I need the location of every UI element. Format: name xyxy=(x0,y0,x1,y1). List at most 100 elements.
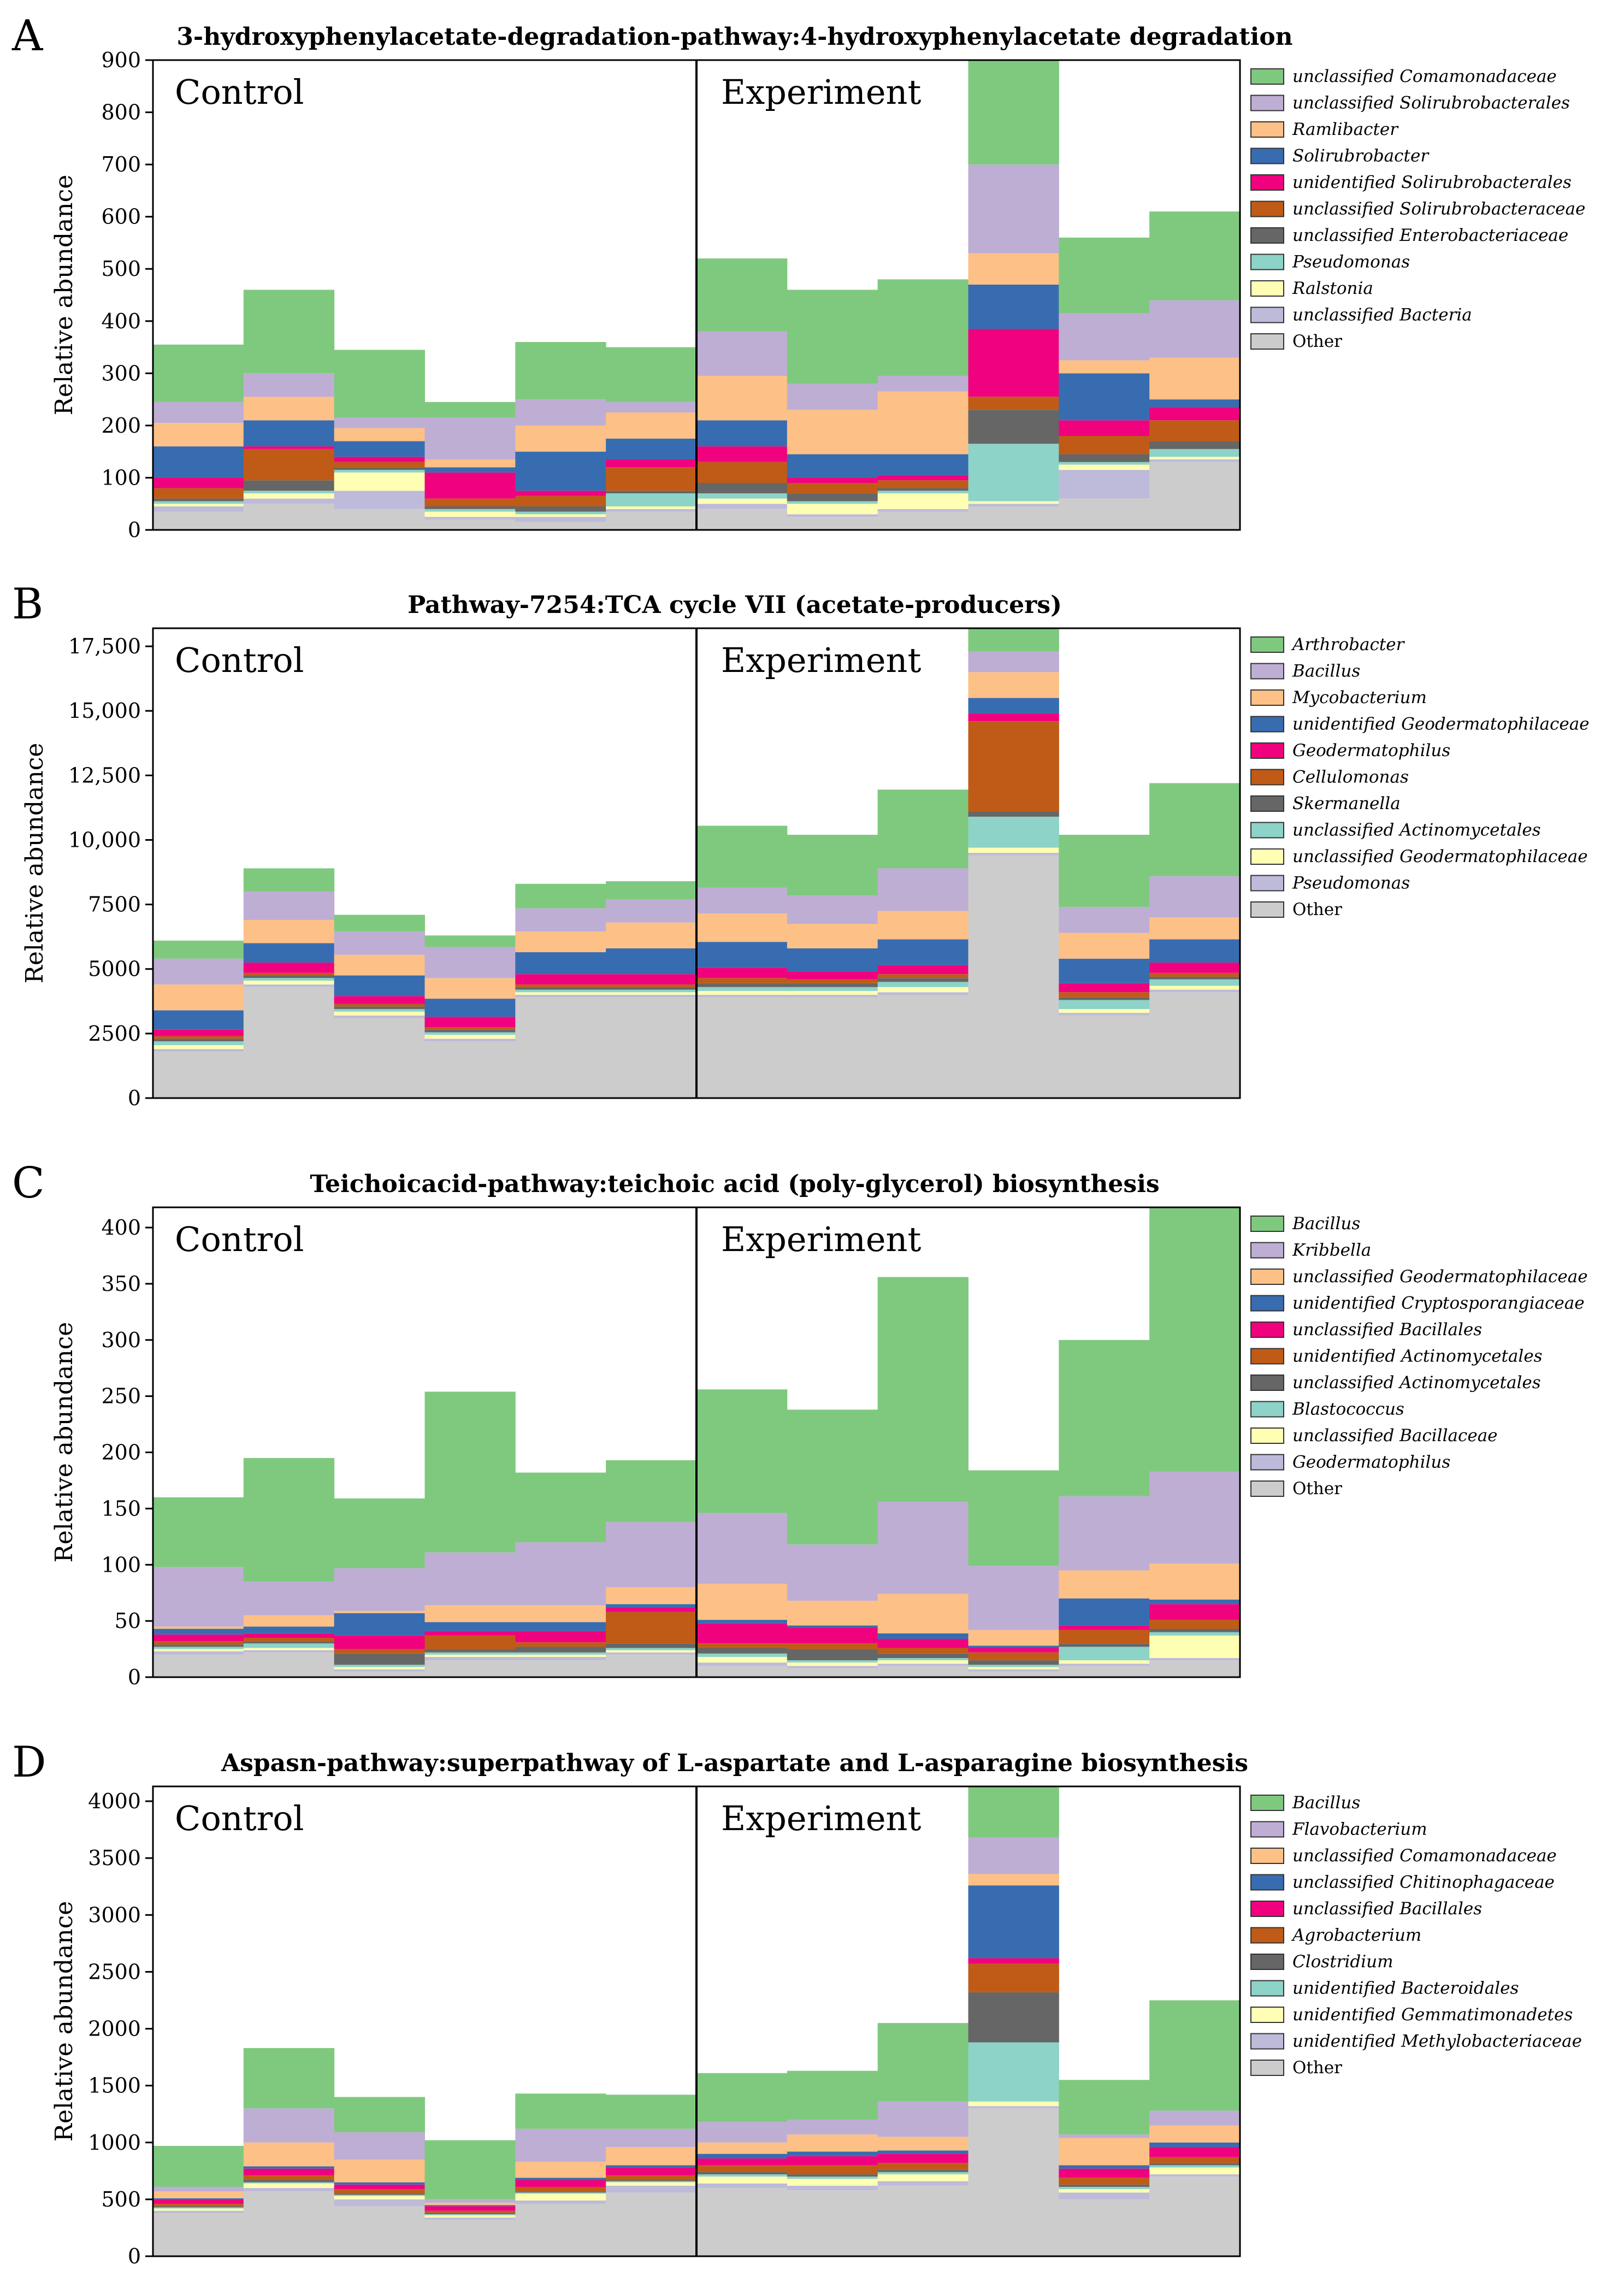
bar-segment xyxy=(1059,2080,1150,2135)
bar-segment xyxy=(424,2210,516,2213)
bar-segment xyxy=(243,2142,335,2167)
bar-segment xyxy=(334,915,425,932)
legend-item: unclassified Chitinophagaceae xyxy=(1250,1873,1555,1892)
bar-segment xyxy=(877,1594,969,1633)
bar-segment xyxy=(334,1008,425,1012)
bar-segment xyxy=(334,1015,425,1018)
bar-segment xyxy=(1059,1666,1150,1677)
legend-item: unclassified Solirubrobacteraceae xyxy=(1250,199,1585,219)
bar-segment xyxy=(243,2166,335,2169)
bar-segment xyxy=(1149,420,1241,441)
bar-segment xyxy=(243,962,335,973)
bar-segment xyxy=(334,509,425,530)
bar-segment xyxy=(696,2122,788,2143)
legend-item: Bacillus xyxy=(1250,1793,1360,1813)
panel-b: B Pathway-7254:TCA cycle VII (acetate-pro… xyxy=(12,580,1590,1110)
bar-segment xyxy=(1059,462,1150,465)
bar-segment xyxy=(696,462,788,483)
bar-segment xyxy=(696,420,788,447)
bar-segment xyxy=(877,911,969,940)
bar-segment xyxy=(606,509,697,512)
legend-swatch xyxy=(1250,1454,1284,1471)
bar-segment xyxy=(606,511,697,530)
legend-item: unidentified Bacteroidales xyxy=(1250,1979,1519,1998)
bar-segment xyxy=(696,987,788,991)
legend-swatch xyxy=(1250,875,1284,892)
bar-segment xyxy=(787,2190,878,2256)
y-axis: 0 50 100 150 200 250 300 350 400 xyxy=(101,1216,153,1689)
bar-segment xyxy=(424,2213,516,2214)
bar-segment xyxy=(334,1004,425,1007)
panel-letter: D xyxy=(12,1738,46,1787)
bar-segment xyxy=(334,975,425,996)
legend-label: unclassified Comamonadaceae xyxy=(1292,67,1557,86)
bar-segment xyxy=(877,2137,969,2151)
y-tick-label: 3500 xyxy=(88,1846,141,1870)
bar-segment xyxy=(1059,907,1150,933)
bar-segment xyxy=(968,1992,1059,2043)
bar-segment xyxy=(877,279,969,376)
bar-segment xyxy=(877,475,969,481)
bar-segment xyxy=(968,628,1059,652)
legend-label: unclassified Chitinophagaceae xyxy=(1292,1873,1555,1892)
legend-label: Other xyxy=(1292,1479,1342,1499)
bar-segment xyxy=(787,477,878,483)
bar-segment xyxy=(243,498,335,504)
bar-segment xyxy=(153,2204,244,2207)
bar-segment xyxy=(696,1666,788,1677)
bar-segment xyxy=(1149,2165,1241,2168)
bar-segment xyxy=(424,1035,516,1039)
bar-segment xyxy=(1149,2110,1241,2126)
bar-segment xyxy=(424,947,516,978)
bar-segment xyxy=(606,2192,697,2256)
bar-segment xyxy=(606,347,697,402)
group-label-experiment: Experiment xyxy=(721,1798,921,1838)
bar-segment xyxy=(1059,420,1150,436)
y-tick-label: 200 xyxy=(101,1441,141,1465)
bar-segment xyxy=(515,1656,606,1661)
bar-segment xyxy=(787,2070,878,2120)
bar-segment xyxy=(787,990,878,995)
bar-segment xyxy=(153,446,244,478)
legend-label: Kribbella xyxy=(1292,1241,1371,1260)
legend-item: unidentified Methylobacteriaceae xyxy=(1250,2032,1582,2051)
bar-segment xyxy=(424,498,516,506)
bar-segment xyxy=(1059,1660,1150,1664)
bar-segment xyxy=(243,891,335,920)
bar-segment xyxy=(334,2189,425,2194)
legend-label: Bacillus xyxy=(1292,662,1360,681)
y-tick-label: 100 xyxy=(101,465,141,489)
legend-item: unclassified Bacteria xyxy=(1250,305,1472,325)
panel-a: A 3-hydroxyphenylacetate-degradation-path… xyxy=(11,11,1585,542)
bar-segment xyxy=(787,1660,878,1663)
bar-segment xyxy=(696,446,788,462)
bar-segment xyxy=(424,1622,516,1631)
bar-segment xyxy=(424,2199,516,2203)
bar-segment xyxy=(1149,1620,1241,1629)
bar-segment xyxy=(153,2207,244,2209)
group-label-control: Control xyxy=(175,72,304,112)
y-tick-label: 100 xyxy=(101,1553,141,1577)
bar-segment xyxy=(243,975,335,978)
bar-segment xyxy=(606,1643,697,1648)
bar-segment xyxy=(606,2147,697,2166)
bar-segment xyxy=(515,2200,606,2204)
bar-segment xyxy=(243,420,335,447)
y-tick-label: 2500 xyxy=(88,1022,141,1046)
bar-segment xyxy=(243,2175,335,2180)
bar-segment xyxy=(1149,2147,1241,2157)
bar-segment xyxy=(606,1604,697,1608)
bar-segment xyxy=(787,2174,878,2177)
bar-segment xyxy=(787,1625,878,1628)
bar-segment xyxy=(153,501,244,504)
bar-segment xyxy=(1149,459,1241,462)
legend-item: Mycobacterium xyxy=(1250,688,1427,707)
bar-segment xyxy=(787,924,878,948)
bar-segment xyxy=(606,459,697,468)
bar-segment xyxy=(1149,1564,1241,1600)
bar-segment xyxy=(515,491,606,496)
bar-segment xyxy=(515,1631,606,1643)
legend-swatch xyxy=(1250,2033,1284,2050)
bar-segment xyxy=(968,506,1059,530)
bar-segment xyxy=(334,1568,425,1611)
